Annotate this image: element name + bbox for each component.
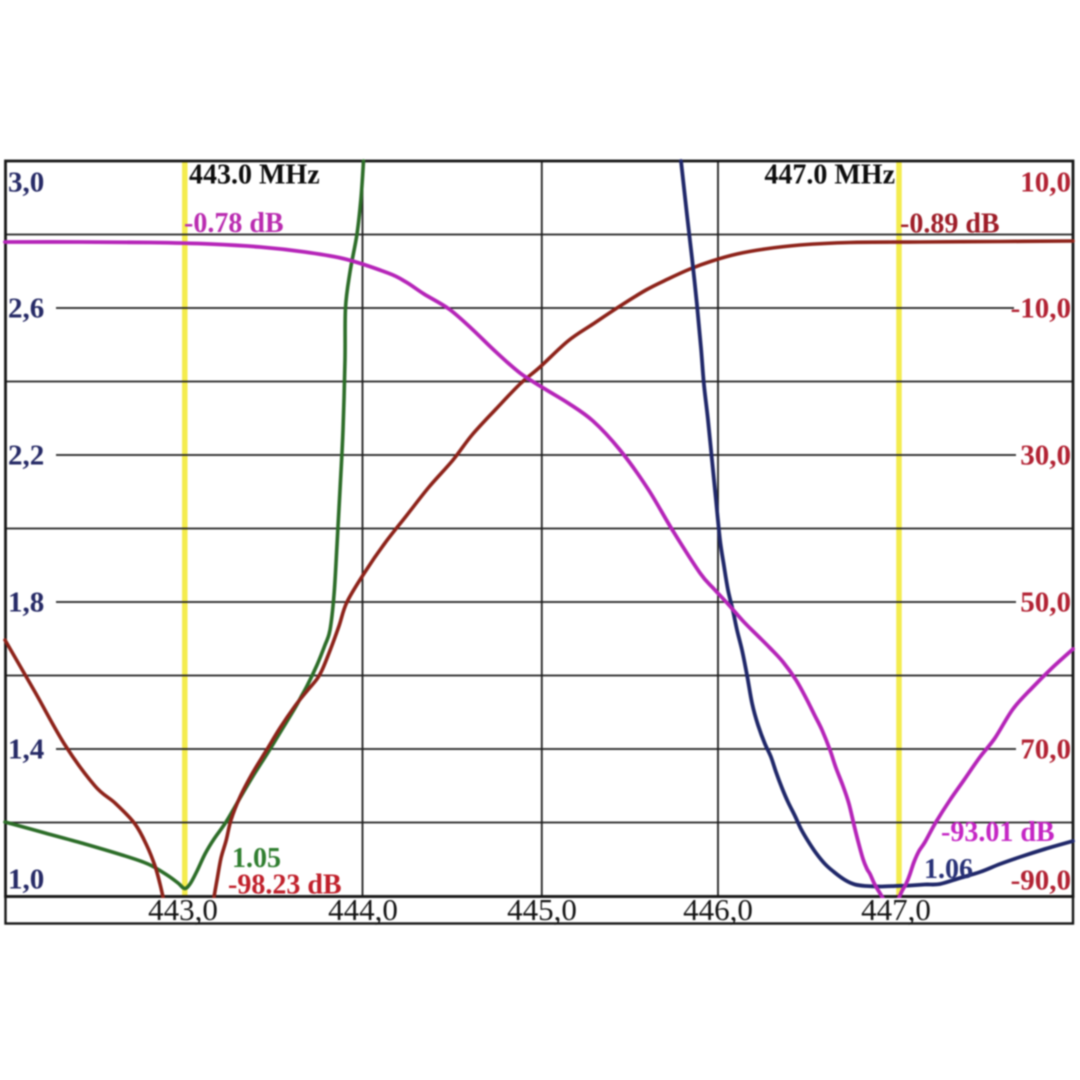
svg-text:447.0 MHz: 447.0 MHz [764, 160, 895, 191]
svg-text:1.05: 1.05 [232, 843, 281, 874]
svg-text:446,0: 446,0 [683, 892, 753, 927]
svg-text:1.06: 1.06 [924, 854, 973, 885]
svg-text:70,0: 70,0 [1020, 734, 1071, 766]
svg-text:2,6: 2,6 [8, 293, 44, 325]
svg-text:30,0: 30,0 [1020, 440, 1071, 472]
svg-text:2,2: 2,2 [8, 440, 44, 472]
svg-text:1,0: 1,0 [8, 864, 44, 896]
svg-text:443,0: 443,0 [148, 892, 218, 927]
svg-text:444,0: 444,0 [328, 892, 398, 927]
svg-text:50,0: 50,0 [1020, 587, 1071, 619]
svg-text:447,0: 447,0 [861, 892, 931, 927]
svg-text:-10,0: -10,0 [1011, 293, 1071, 325]
svg-text:445,0: 445,0 [507, 892, 577, 927]
svg-text:-0.89 dB: -0.89 dB [900, 209, 1000, 240]
svg-text:3,0: 3,0 [8, 167, 44, 199]
svg-text:-93.01 dB: -93.01 dB [941, 817, 1055, 848]
svg-text:10,0: 10,0 [1020, 167, 1071, 199]
svg-text:-90,0: -90,0 [1011, 865, 1071, 897]
svg-text:1,4: 1,4 [8, 734, 44, 766]
svg-text:-98.23 dB: -98.23 dB [228, 870, 342, 901]
svg-text:1,8: 1,8 [8, 587, 44, 619]
svg-text:-0.78 dB: -0.78 dB [184, 208, 284, 239]
svg-text:443.0 MHz: 443.0 MHz [189, 160, 320, 191]
